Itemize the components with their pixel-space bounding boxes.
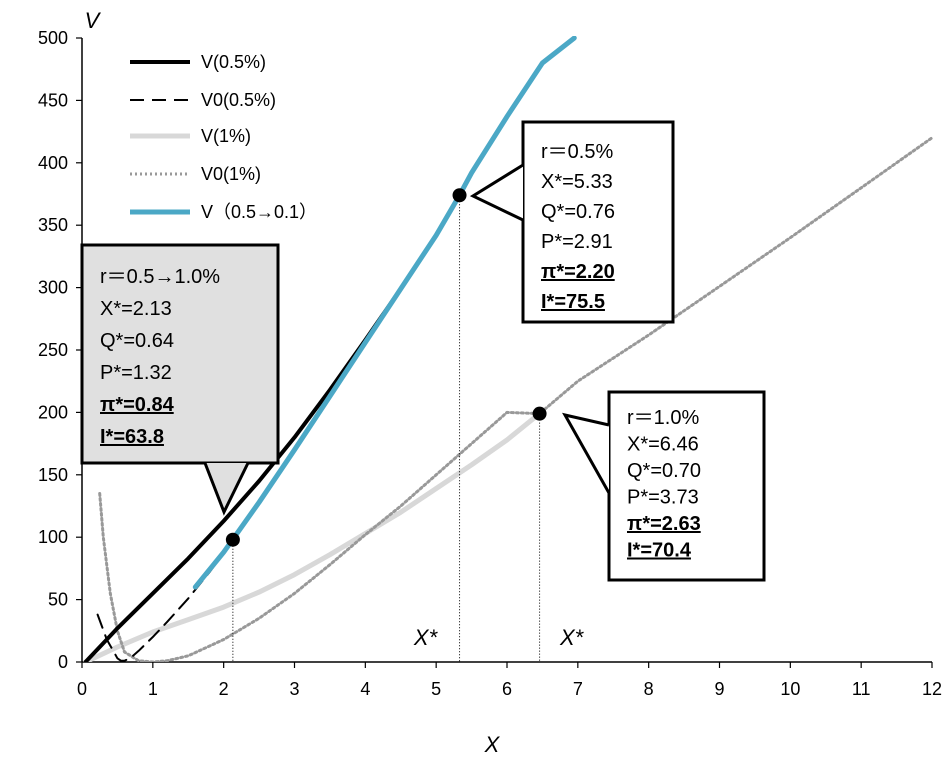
y-tick-label: 350 <box>38 215 68 235</box>
callout-box-0 <box>80 243 280 465</box>
callout-line: X*=5.33 <box>541 171 613 193</box>
x-star-label: X* <box>413 625 439 650</box>
legend: V(0.5%) V0(0.5%) V(1%) V0(1%) V（0.5→0.1） <box>130 52 317 222</box>
callout-line: P*=3.73 <box>627 487 699 509</box>
callout-line: Q*=0.70 <box>627 460 701 482</box>
x-star-label: X* <box>559 625 585 650</box>
x-tick-label: 9 <box>714 679 724 699</box>
callout-box-1 <box>521 120 675 324</box>
callout-line: X*=2.13 <box>100 298 172 320</box>
x-tick-label: 4 <box>360 679 370 699</box>
optimum-point-1 <box>452 188 467 203</box>
callout-line: Q*=0.76 <box>541 201 615 223</box>
optimum-point-2 <box>532 406 547 421</box>
callout-line: P*=2.91 <box>541 231 613 253</box>
callout-line: X*=6.46 <box>627 434 699 456</box>
y-tick-label: 100 <box>38 527 68 547</box>
legend-label-1: V0(0.5%) <box>201 90 276 110</box>
x-tick-label: 8 <box>644 679 654 699</box>
callout-pointer-0 <box>203 462 250 516</box>
x-tick-label: 2 <box>219 679 229 699</box>
callout-pointer-2 <box>562 412 611 494</box>
callout-line: r＝0.5% <box>541 141 613 163</box>
y-tick-label: 200 <box>38 402 68 422</box>
x-tick-label: 6 <box>502 679 512 699</box>
x-tick-label: 7 <box>573 679 583 699</box>
y-tick-label: 250 <box>38 340 68 360</box>
y-tick-label: 500 <box>38 28 68 48</box>
callouts: r＝0.5→1.0% X*=2.13 Q*=0.64 P*=1.32 π*=0.84 I*… <box>80 120 766 582</box>
callout-line: r＝1.0% <box>627 407 699 429</box>
x-axis-title: X <box>484 732 501 757</box>
legend-label-3: V0(1%) <box>201 164 261 184</box>
callout-line: Q*=0.64 <box>100 330 174 352</box>
callout-line: r＝0.5→1.0% <box>100 266 220 288</box>
optimum-point-0 <box>225 532 240 547</box>
y-tick-label: 450 <box>38 90 68 110</box>
y-tick-label: 300 <box>38 278 68 298</box>
legend-label-2: V(1%) <box>201 126 251 146</box>
y-axis-title: V <box>85 8 102 33</box>
y-tick-label: 50 <box>48 590 68 610</box>
callout-bold-line: π*=2.20 <box>541 261 615 283</box>
x-tick-label: 3 <box>289 679 299 699</box>
guide-lines: X* X* <box>232 195 585 662</box>
series-line-3 <box>98 136 934 662</box>
callout-box-2 <box>607 390 766 582</box>
x-tick-label: 10 <box>780 679 800 699</box>
x-tick-label: 0 <box>77 679 87 699</box>
callout-bold-line: π*=0.84 <box>100 394 175 416</box>
y-tick-label: 400 <box>38 153 68 173</box>
x-tick-label: 1 <box>148 679 158 699</box>
legend-label-0: V(0.5%) <box>201 52 266 72</box>
y-tick-label: 0 <box>58 652 68 672</box>
callout-pointer-1 <box>469 163 524 222</box>
x-tick-label: 12 <box>922 679 942 699</box>
legend-label-4: V（0.5→0.1） <box>201 202 317 222</box>
y-tick-label: 150 <box>38 465 68 485</box>
callout-bold-line: I*=63.8 <box>100 426 164 448</box>
points-layer <box>225 188 547 547</box>
callout-bold-line: I*=70.4 <box>627 540 692 562</box>
callout-line: P*=1.32 <box>100 362 172 384</box>
x-tick-label: 11 <box>852 679 871 699</box>
callout-bold-line: I*=75.5 <box>541 291 605 313</box>
series-line-4 <box>192 36 577 590</box>
callout-bold-line: π*=2.63 <box>627 513 701 535</box>
x-tick-label: 5 <box>431 679 441 699</box>
series-line-1 <box>96 542 232 662</box>
